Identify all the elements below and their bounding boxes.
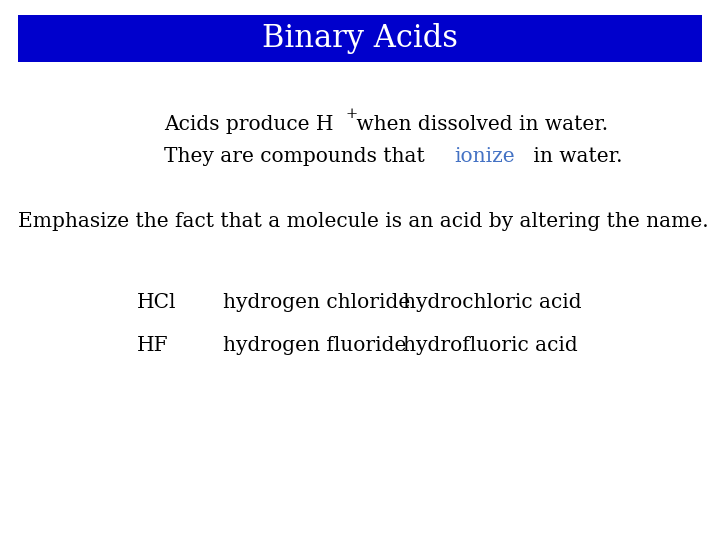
- Text: hydrofluoric acid: hydrofluoric acid: [403, 336, 578, 355]
- Text: They are compounds that: They are compounds that: [164, 147, 431, 166]
- Text: hydrochloric acid: hydrochloric acid: [403, 293, 582, 312]
- Text: when dissolved in water.: when dissolved in water.: [350, 114, 608, 133]
- Text: +: +: [346, 107, 358, 121]
- Text: in water.: in water.: [526, 147, 622, 166]
- Text: ionize: ionize: [454, 147, 515, 166]
- Text: HF: HF: [137, 336, 168, 355]
- Text: hydrogen chloride: hydrogen chloride: [223, 293, 410, 312]
- Text: hydrogen fluoride: hydrogen fluoride: [223, 336, 407, 355]
- Text: HCl: HCl: [137, 293, 176, 312]
- Text: Binary Acids: Binary Acids: [262, 23, 458, 54]
- Text: Acids produce H: Acids produce H: [164, 114, 333, 133]
- Text: Emphasize the fact that a molecule is an acid by altering the name.: Emphasize the fact that a molecule is an…: [18, 212, 708, 231]
- FancyBboxPatch shape: [18, 15, 702, 62]
